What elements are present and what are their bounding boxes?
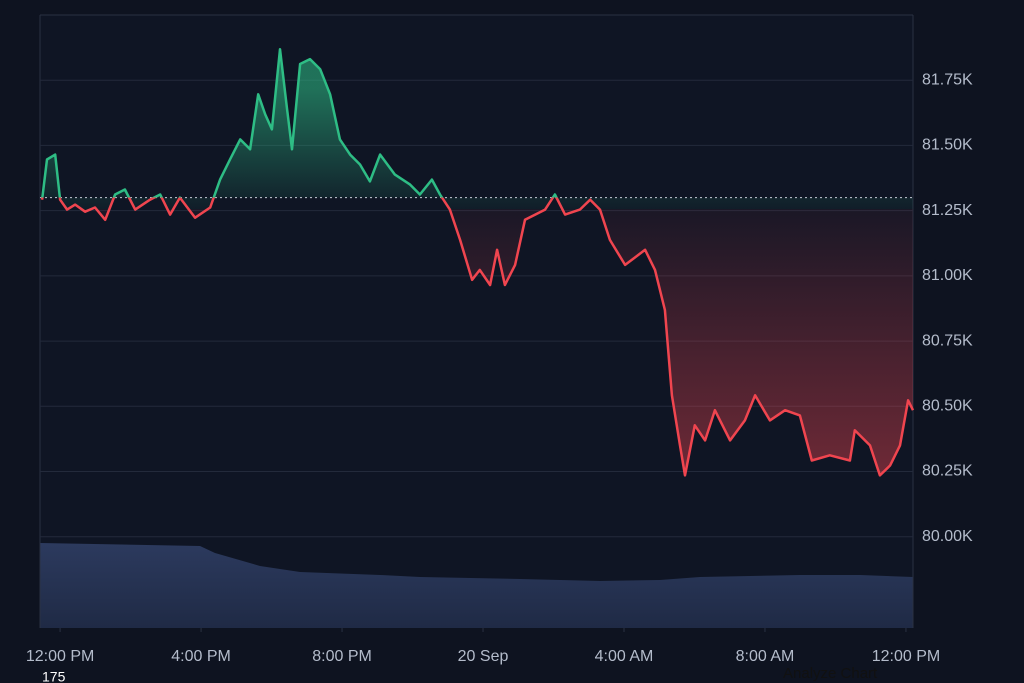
x-tick-label: 20 Sep	[458, 648, 509, 665]
y-tick-label: 81.25K	[922, 202, 973, 219]
y-tick-label: 80.75K	[922, 332, 973, 349]
x-tick-label: 8:00 AM	[736, 648, 795, 665]
area	[42, 49, 914, 476]
volume-area	[40, 543, 913, 628]
x-tick-label: 12:00 PM	[26, 648, 94, 665]
y-tick-label: 81.75K	[922, 71, 973, 88]
y-tick-label: 81.50K	[922, 137, 973, 154]
x-tick-label: 4:00 AM	[595, 648, 654, 665]
price-line	[40, 47, 915, 477]
x-tick-label: 4:00 PM	[171, 648, 231, 665]
annotation[interactable]: Analyze Chart	[783, 665, 878, 682]
y-tick-label: 80.50K	[922, 397, 973, 414]
x-tick-label: 8:00 PM	[312, 648, 372, 665]
y-tick-label: 80.00K	[922, 528, 973, 545]
y-tick-label: 81.00K	[922, 267, 973, 284]
y-tick-label: 80.25K	[922, 463, 973, 480]
x-tick-label: 12:00 PM	[872, 648, 940, 665]
annotation: 175	[42, 669, 66, 683]
